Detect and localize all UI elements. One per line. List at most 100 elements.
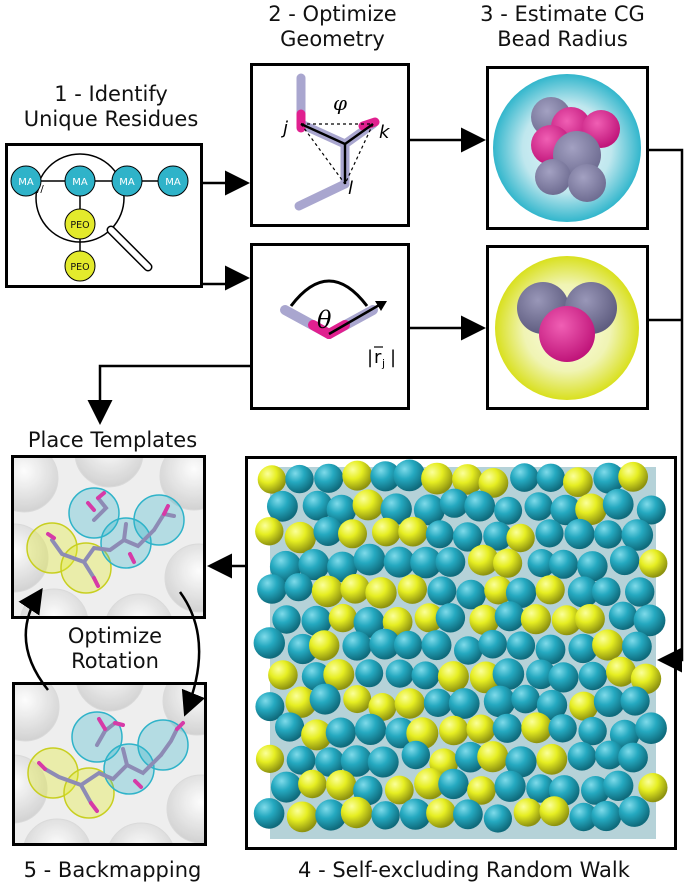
peo-bead <box>328 603 358 633</box>
ma-residue: MA <box>64 165 96 197</box>
peo-bead <box>466 714 496 744</box>
ma-residue: MA <box>111 165 143 197</box>
ma-bead <box>435 547 466 577</box>
step2-title-line1: 2 - Optimize <box>268 2 397 26</box>
place-templates-box <box>11 455 206 619</box>
ma-bead <box>370 461 401 492</box>
atom-k-label: k <box>379 122 391 143</box>
peo-bead <box>452 464 483 495</box>
peo-bead <box>606 656 636 687</box>
ma-bead <box>492 658 525 690</box>
peo-bead <box>382 607 413 637</box>
ma-residue: MA <box>157 165 189 197</box>
peo-bead <box>398 516 428 547</box>
optimized-rotation-render <box>15 685 204 843</box>
step2-title: 2 - Optimize Geometry <box>245 2 420 52</box>
ma-bead <box>315 799 347 831</box>
peo-bead <box>521 712 553 744</box>
ma-bead <box>506 631 536 660</box>
peo-bead <box>535 575 565 605</box>
ma-bead <box>618 795 650 827</box>
ma-bead <box>325 717 356 748</box>
peo-bead <box>372 517 401 547</box>
peo-bead <box>506 523 535 553</box>
step3-title: 3 - Estimate CG Bead Radius <box>455 2 670 52</box>
ma-bead <box>435 603 466 633</box>
svg-text://: // <box>37 184 44 195</box>
step3-title-line2: Bead Radius <box>497 27 628 51</box>
ma-bead <box>591 800 622 832</box>
ma-bead <box>567 742 597 771</box>
ma-bead <box>535 634 566 665</box>
peo-bead <box>421 462 453 495</box>
peo-bead <box>639 549 668 578</box>
ma-bead <box>453 799 483 830</box>
ma-bead <box>380 493 412 525</box>
peo-bead <box>467 544 499 576</box>
ma-bead <box>315 747 345 777</box>
ma-bead <box>411 661 440 690</box>
ma-bead <box>298 549 330 581</box>
phi-symbol: φ <box>333 91 347 115</box>
peo-bead <box>484 576 513 605</box>
peo-bead <box>536 743 568 775</box>
ma-label: MA <box>119 177 135 188</box>
peo-residue: PEO <box>64 208 96 240</box>
ma-bead <box>301 605 332 636</box>
ma-bead <box>622 631 652 662</box>
ma-bead <box>371 801 400 830</box>
peo-bead <box>414 768 446 800</box>
ma-bead <box>284 573 313 602</box>
ma-bead <box>369 628 401 660</box>
peo-bead <box>575 493 607 526</box>
ma-bead <box>327 551 358 583</box>
ma-bead <box>591 577 621 606</box>
ma-bead <box>367 746 399 778</box>
optimized-rotation-box <box>12 682 207 846</box>
peo-bead <box>268 660 298 690</box>
ma-bead <box>383 546 415 578</box>
ma-bead <box>452 522 483 552</box>
step1-title: 1 - Identify Unique Residues <box>0 82 222 132</box>
ma-bead <box>494 601 525 632</box>
peo-bead <box>311 575 344 608</box>
place-templates-title: Place Templates <box>27 428 198 452</box>
ma-bead <box>267 490 298 522</box>
ma-label: MA <box>72 177 88 188</box>
ma-bead <box>625 577 655 607</box>
ma-bead <box>483 804 512 833</box>
peo-bead <box>352 489 384 521</box>
ma-bead <box>526 659 556 690</box>
ma-bead <box>401 740 430 770</box>
ma-bead <box>635 712 667 744</box>
atom-l-label: l <box>348 178 353 199</box>
ma-bead <box>593 685 625 717</box>
ma-bead <box>275 712 305 742</box>
peo-bead <box>563 467 593 497</box>
ma-label: MA <box>165 177 181 188</box>
ma-bead <box>618 742 648 773</box>
ma-bead <box>526 774 555 803</box>
residue-diagram: // MA MA MA MA PEO PEO <box>10 153 189 282</box>
ma-bead <box>354 713 387 745</box>
arrow-to-angle <box>203 265 250 291</box>
step2-title-line2: Geometry <box>280 27 385 51</box>
peo-bead <box>301 719 333 751</box>
ma-bead <box>581 776 610 805</box>
peo-bead <box>551 605 582 636</box>
peo-bead <box>513 798 542 827</box>
peo-label: PEO <box>70 262 89 273</box>
ma-bead <box>270 771 302 803</box>
peo-bead <box>340 574 370 604</box>
ma-bead <box>353 543 386 576</box>
peo-bead <box>638 773 668 803</box>
ma-bead <box>594 520 623 549</box>
ma-bead <box>454 636 483 665</box>
ma-bead <box>285 464 314 494</box>
ma-bead-box <box>486 66 649 230</box>
ma-bead <box>603 770 634 801</box>
ma-bead <box>425 520 454 549</box>
ma-bead <box>464 490 496 522</box>
ma-bead <box>314 463 344 493</box>
angle-box: θ | r j | <box>250 243 410 410</box>
